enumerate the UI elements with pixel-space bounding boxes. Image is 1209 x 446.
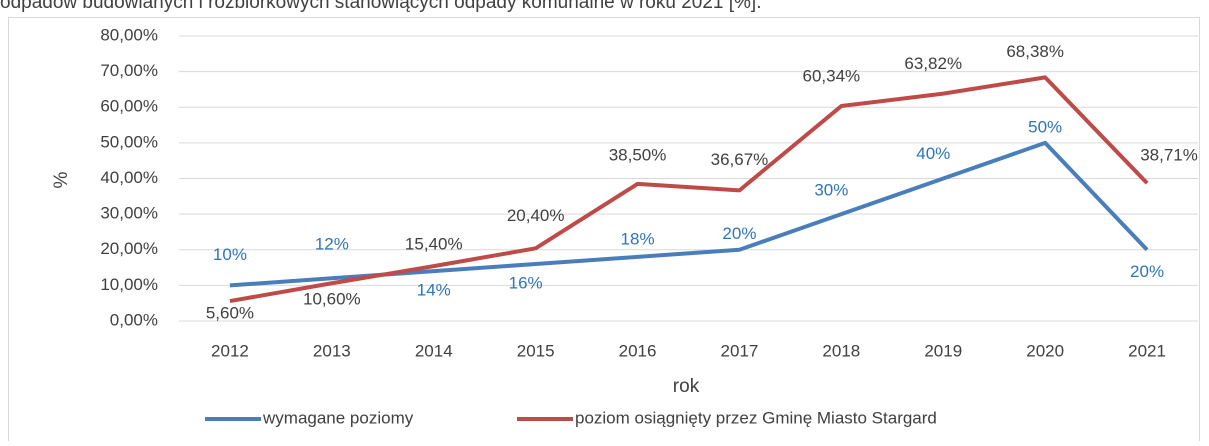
y-axis-label: % — [51, 171, 72, 188]
data-label: 50% — [1028, 117, 1062, 136]
data-label: 20% — [1130, 262, 1164, 281]
line-series — [229, 75, 1149, 304]
data-label: 15,40% — [405, 235, 463, 254]
data-label: 40% — [916, 144, 950, 163]
data-label: 10,60% — [303, 290, 361, 309]
data-label: 20,40% — [507, 206, 565, 225]
data-label: 20% — [722, 224, 756, 243]
data-label: 38,50% — [609, 145, 667, 164]
y-tick-label: 10,00% — [100, 275, 158, 294]
y-tick-label: 50,00% — [100, 132, 158, 151]
x-tick-label: 2017 — [721, 341, 759, 360]
data-label: 30% — [814, 181, 848, 200]
data-label: 16% — [509, 273, 543, 292]
x-tick-label: 2018 — [822, 341, 860, 360]
caption: odpadów budowlanych i rozbiórkowych stan… — [0, 0, 762, 13]
data-label: 14% — [417, 281, 451, 300]
chart-border — [8, 17, 1200, 446]
x-tick-label: 2015 — [517, 341, 555, 360]
data-label: 36,67% — [711, 150, 769, 169]
legend-label: poziom osiągnięty przez Gminę Miasto Sta… — [575, 408, 937, 427]
x-axis-label: rok — [673, 376, 700, 397]
data-label: 60,34% — [803, 67, 861, 86]
x-tick-label: 2012 — [211, 341, 249, 360]
y-tick-label: 70,00% — [100, 61, 158, 80]
y-tick-label: 0,00% — [110, 310, 158, 329]
x-tick-label: 2021 — [1128, 341, 1166, 360]
y-tick-label: 30,00% — [100, 204, 158, 223]
y-tick-label: 60,00% — [100, 97, 158, 116]
x-tick-label: 2013 — [313, 341, 351, 360]
data-label: 5,60% — [206, 304, 254, 323]
x-tick-label: 2016 — [619, 341, 657, 360]
x-tick-label: 2020 — [1026, 341, 1064, 360]
y-tick-label: 80,00% — [100, 25, 158, 44]
data-label: 63,82% — [904, 54, 962, 73]
y-tick-label: 40,00% — [100, 168, 158, 187]
x-tick-label: 2019 — [924, 341, 962, 360]
data-label: 18% — [621, 229, 655, 248]
data-label: 68,38% — [1006, 42, 1064, 61]
data-label: 12% — [315, 235, 349, 254]
data-label: 10% — [213, 245, 247, 264]
x-tick-label: 2014 — [415, 341, 453, 360]
legend-label: wymagane poziomy — [262, 408, 414, 427]
y-tick-label: 20,00% — [100, 239, 158, 258]
data-label: 38,71% — [1140, 146, 1198, 165]
